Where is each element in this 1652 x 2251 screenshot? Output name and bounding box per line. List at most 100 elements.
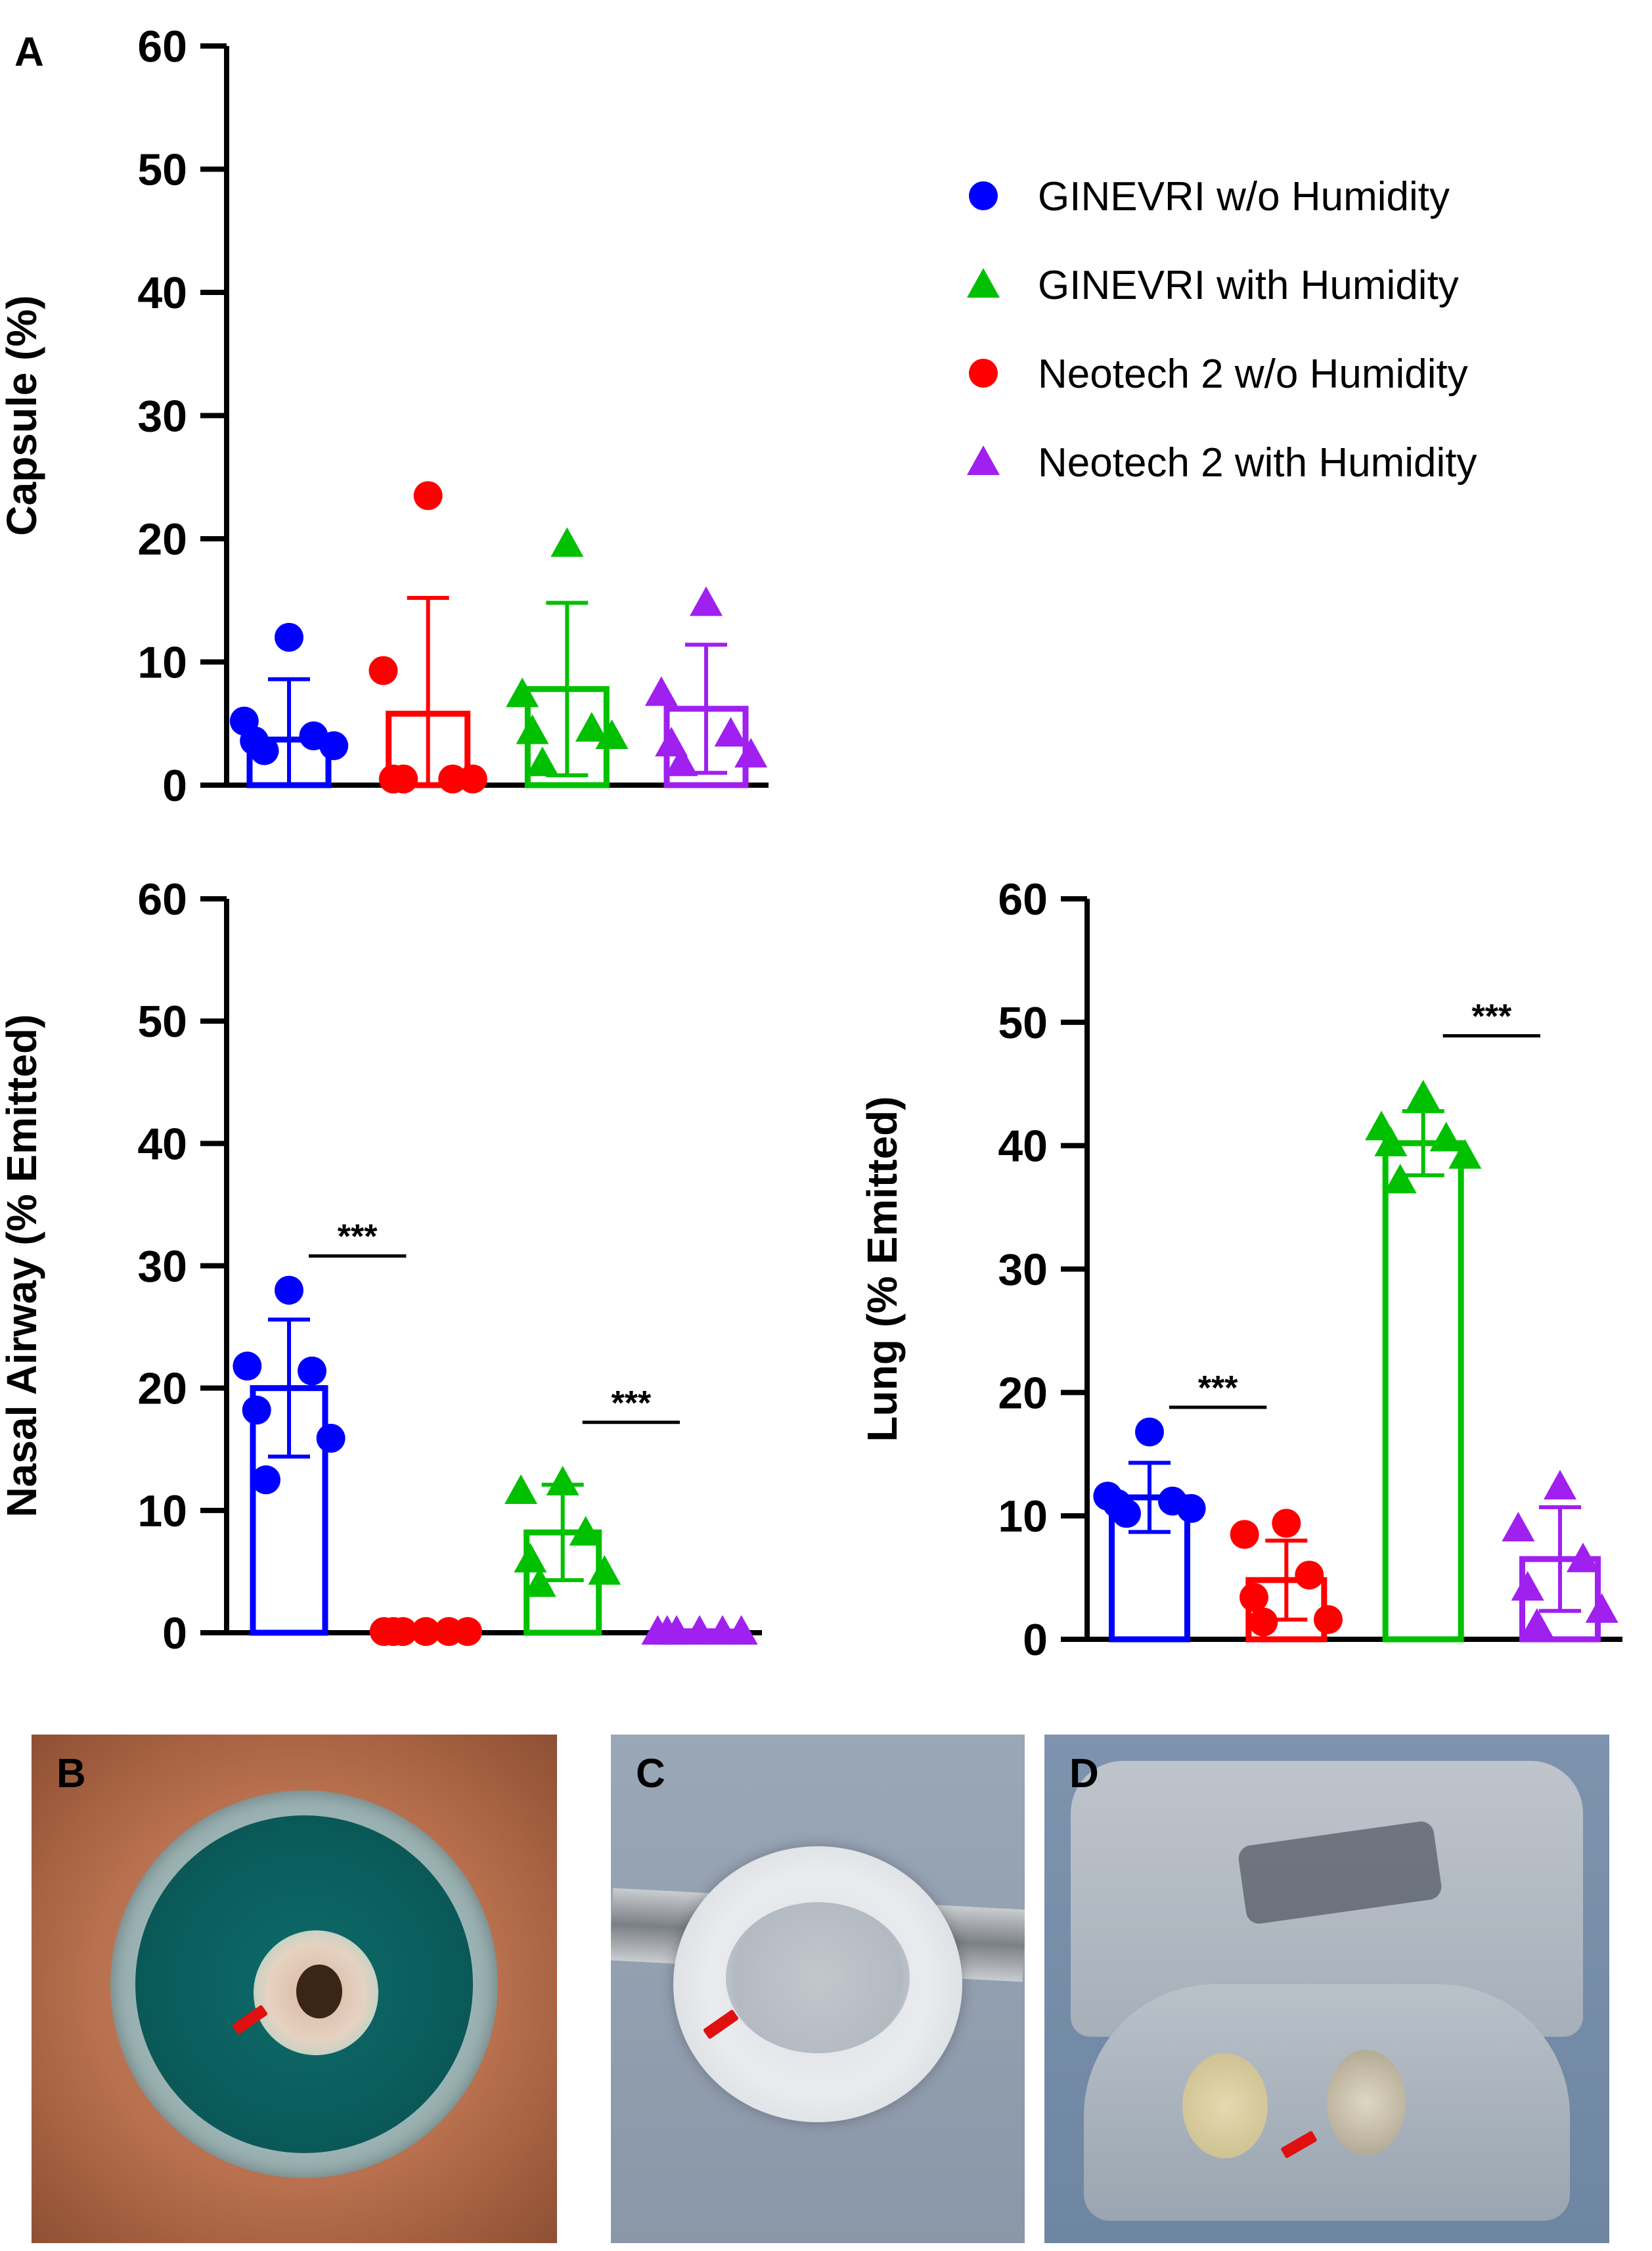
y-tick-label: 30 xyxy=(137,392,187,442)
y-tick-label: 60 xyxy=(137,22,187,72)
data-point xyxy=(411,1617,441,1647)
legend-label: GINEVRI w/o Humidity xyxy=(1038,174,1450,219)
significance-label: *** xyxy=(338,1218,378,1256)
data-point xyxy=(546,1466,579,1496)
data-point xyxy=(319,731,349,760)
data-point xyxy=(595,719,629,749)
data-point xyxy=(1374,1126,1408,1156)
data-point xyxy=(655,727,688,757)
nozzle-center xyxy=(726,1902,910,2053)
lung-chart: 0 10 20 30 40 50 60 Lung (% Emitted) *** *** xyxy=(859,875,1622,1665)
data-point xyxy=(453,1617,482,1647)
photo-panel-b: B xyxy=(32,1735,557,2243)
y-tick-label: 30 xyxy=(137,1242,187,1292)
data-point xyxy=(690,586,723,616)
data-point xyxy=(458,764,487,794)
data-point xyxy=(1429,1122,1463,1152)
y-tick-label: 50 xyxy=(137,145,187,195)
panel-letter-c: C xyxy=(636,1751,665,1796)
data-point xyxy=(516,714,549,744)
data-point xyxy=(1521,1608,1553,1638)
bar xyxy=(1382,1140,1464,1643)
data-point xyxy=(1112,1499,1141,1528)
legend-label: Neotech 2 w/o Humidity xyxy=(1038,352,1468,397)
data-point xyxy=(683,1615,716,1645)
data-point xyxy=(734,738,768,768)
data-point xyxy=(233,1352,262,1381)
nostril-left xyxy=(1182,2053,1268,2158)
y-tick-label: 20 xyxy=(137,514,187,564)
y-tick-label: 40 xyxy=(998,1122,1048,1171)
y-axis-label: Capsule (%) xyxy=(0,295,45,535)
data-point xyxy=(644,676,678,706)
data-point xyxy=(1567,1542,1599,1572)
data-point xyxy=(665,746,698,777)
legend-label: Neotech 2 with Humidity xyxy=(1038,440,1477,486)
data-point xyxy=(1295,1560,1324,1590)
data-point xyxy=(316,1423,346,1453)
figure-charts: A 0 10 20 30 40 50 60 Capsule (%) 0 10 20 30 40 50 60… xyxy=(0,22,1622,1665)
nasal-airway-chart: 0 10 20 30 40 50 60 Nasal Airway (% Emitted) ***… xyxy=(0,875,762,1658)
y-tick-label: 0 xyxy=(1023,1615,1048,1665)
data-point xyxy=(588,1555,621,1585)
data-point xyxy=(569,1516,602,1546)
data-point xyxy=(1544,1470,1576,1500)
data-point xyxy=(1176,1493,1206,1523)
data-point xyxy=(1406,1080,1440,1110)
data-point xyxy=(1502,1511,1535,1541)
data-point xyxy=(1585,1593,1619,1623)
data-point xyxy=(389,764,418,794)
y-tick-label: 60 xyxy=(137,875,187,924)
photo-panel-c: C xyxy=(611,1735,1025,2243)
legend-marker xyxy=(969,181,998,210)
data-point xyxy=(714,717,748,747)
data-point xyxy=(575,712,608,742)
y-tick-label: 10 xyxy=(998,1491,1048,1541)
data-point xyxy=(1383,1164,1417,1194)
y-tick-label: 40 xyxy=(137,268,187,318)
data-point xyxy=(413,481,443,511)
powder-deposit xyxy=(296,1965,342,2018)
data-point xyxy=(242,1396,271,1425)
y-tick-label: 50 xyxy=(998,998,1048,1048)
data-point xyxy=(250,736,279,765)
data-point xyxy=(368,656,398,685)
data-point xyxy=(1239,1583,1269,1612)
data-point xyxy=(506,677,539,708)
data-point xyxy=(1230,1520,1259,1549)
data-point xyxy=(1249,1607,1278,1637)
legend-label: GINEVRI with Humidity xyxy=(1038,263,1459,308)
nostril-right xyxy=(1327,2050,1406,2155)
significance-label: *** xyxy=(1198,1369,1238,1407)
data-point xyxy=(1448,1139,1482,1169)
data-point xyxy=(660,1615,693,1645)
y-tick-label: 40 xyxy=(137,1119,187,1169)
y-tick-label: 10 xyxy=(137,1486,187,1536)
photo-panel-d: D xyxy=(1044,1735,1609,2243)
data-point xyxy=(514,1543,547,1573)
data-point xyxy=(525,746,559,777)
data-point xyxy=(1135,1417,1164,1447)
legend-marker xyxy=(967,445,1000,475)
y-tick-label: 20 xyxy=(137,1364,187,1414)
data-point xyxy=(504,1474,538,1505)
data-point xyxy=(1272,1509,1301,1538)
data-point xyxy=(523,1567,556,1597)
y-tick-label: 20 xyxy=(998,1368,1048,1418)
y-axis-label: Nasal Airway (% Emitted) xyxy=(0,1014,45,1518)
y-axis-label: Lung (% Emitted) xyxy=(859,1096,906,1442)
data-point xyxy=(388,1617,418,1647)
panel-letter-a: A xyxy=(14,30,44,75)
legend-marker xyxy=(969,359,998,388)
data-point xyxy=(550,527,584,557)
data-point xyxy=(275,1275,303,1305)
y-tick-label: 0 xyxy=(162,761,187,811)
y-tick-label: 50 xyxy=(137,997,187,1047)
panel-letter-b: B xyxy=(56,1751,86,1796)
panel-letter-d: D xyxy=(1069,1751,1099,1796)
y-tick-label: 60 xyxy=(998,875,1048,924)
data-point xyxy=(252,1465,280,1495)
y-tick-label: 10 xyxy=(137,638,187,688)
data-point xyxy=(275,623,303,652)
y-tick-label: 0 xyxy=(162,1608,187,1658)
